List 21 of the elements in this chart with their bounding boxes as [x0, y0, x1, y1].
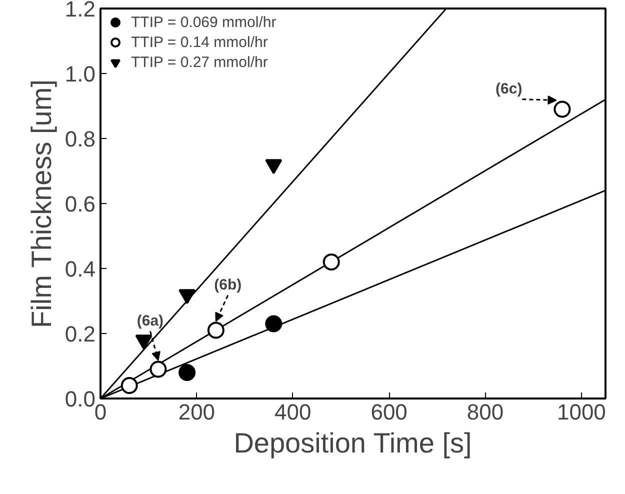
annotation: (6a) [136, 312, 164, 330]
y-tick-label: 1.0 [64, 62, 96, 86]
x-tick-label: 200 [178, 400, 216, 424]
y-axis-title: Film Thickness [um] [26, 80, 57, 328]
y-tick-label: 0.0 [64, 386, 96, 412]
x-tick-label: 0 [94, 400, 107, 424]
x-tick-label: 400 [274, 400, 312, 424]
annotation: (6b) [214, 276, 242, 294]
legend-label: TTIP = 0.069 mmol/hr [131, 14, 276, 30]
y-tick-label: 0.6 [64, 192, 96, 216]
annotation: (6c) [496, 80, 522, 98]
x-tick-label: 600 [370, 400, 408, 424]
x-tick-label: 1000 [556, 400, 606, 424]
y-tick-label: 0.2 [64, 322, 96, 346]
y-tick-label: 1.2 [64, 0, 96, 22]
y-tick-label: 0.8 [64, 126, 96, 152]
y-tick-label: 0.4 [64, 256, 96, 282]
legend-label: TTIP = 0.14 mmol/hr [131, 34, 268, 50]
legend-label: TTIP = 0.27 mmol/hr [131, 54, 268, 70]
x-axis-title: Deposition Time [s] [234, 428, 472, 458]
x-tick-label: 800 [466, 400, 504, 424]
